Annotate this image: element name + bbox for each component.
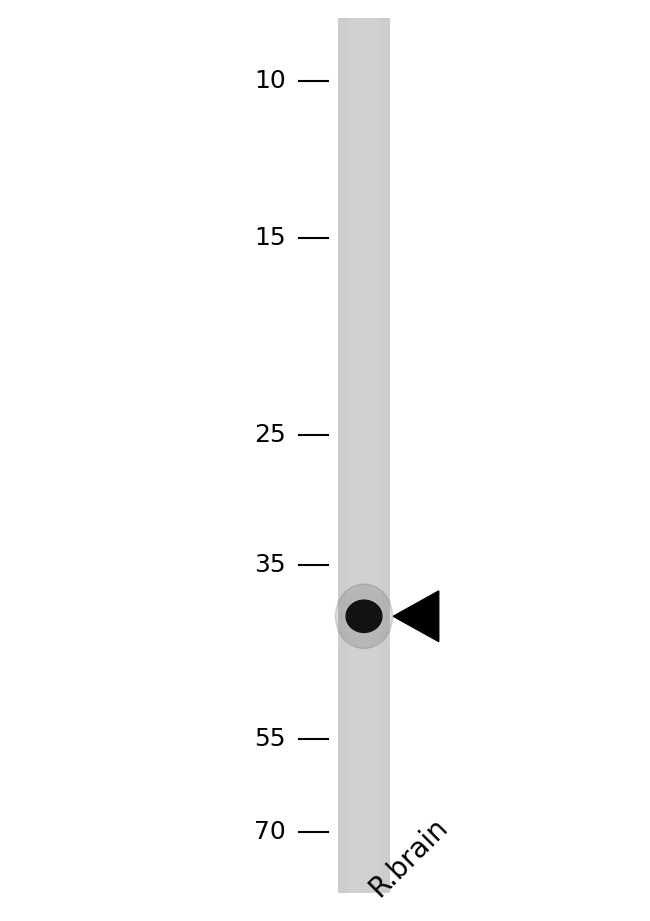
Ellipse shape	[346, 600, 382, 633]
Text: 25: 25	[254, 423, 286, 447]
Bar	[338, 18, 390, 893]
Text: 70: 70	[254, 821, 286, 845]
Text: 55: 55	[255, 728, 286, 752]
Bar	[356, 18, 372, 893]
Polygon shape	[393, 591, 439, 642]
Bar	[346, 18, 382, 893]
Bar	[351, 18, 377, 893]
Text: 35: 35	[254, 553, 286, 577]
Text: R.brain: R.brain	[364, 813, 454, 903]
Ellipse shape	[335, 584, 393, 648]
Text: 15: 15	[254, 226, 286, 250]
Text: 10: 10	[254, 69, 286, 93]
